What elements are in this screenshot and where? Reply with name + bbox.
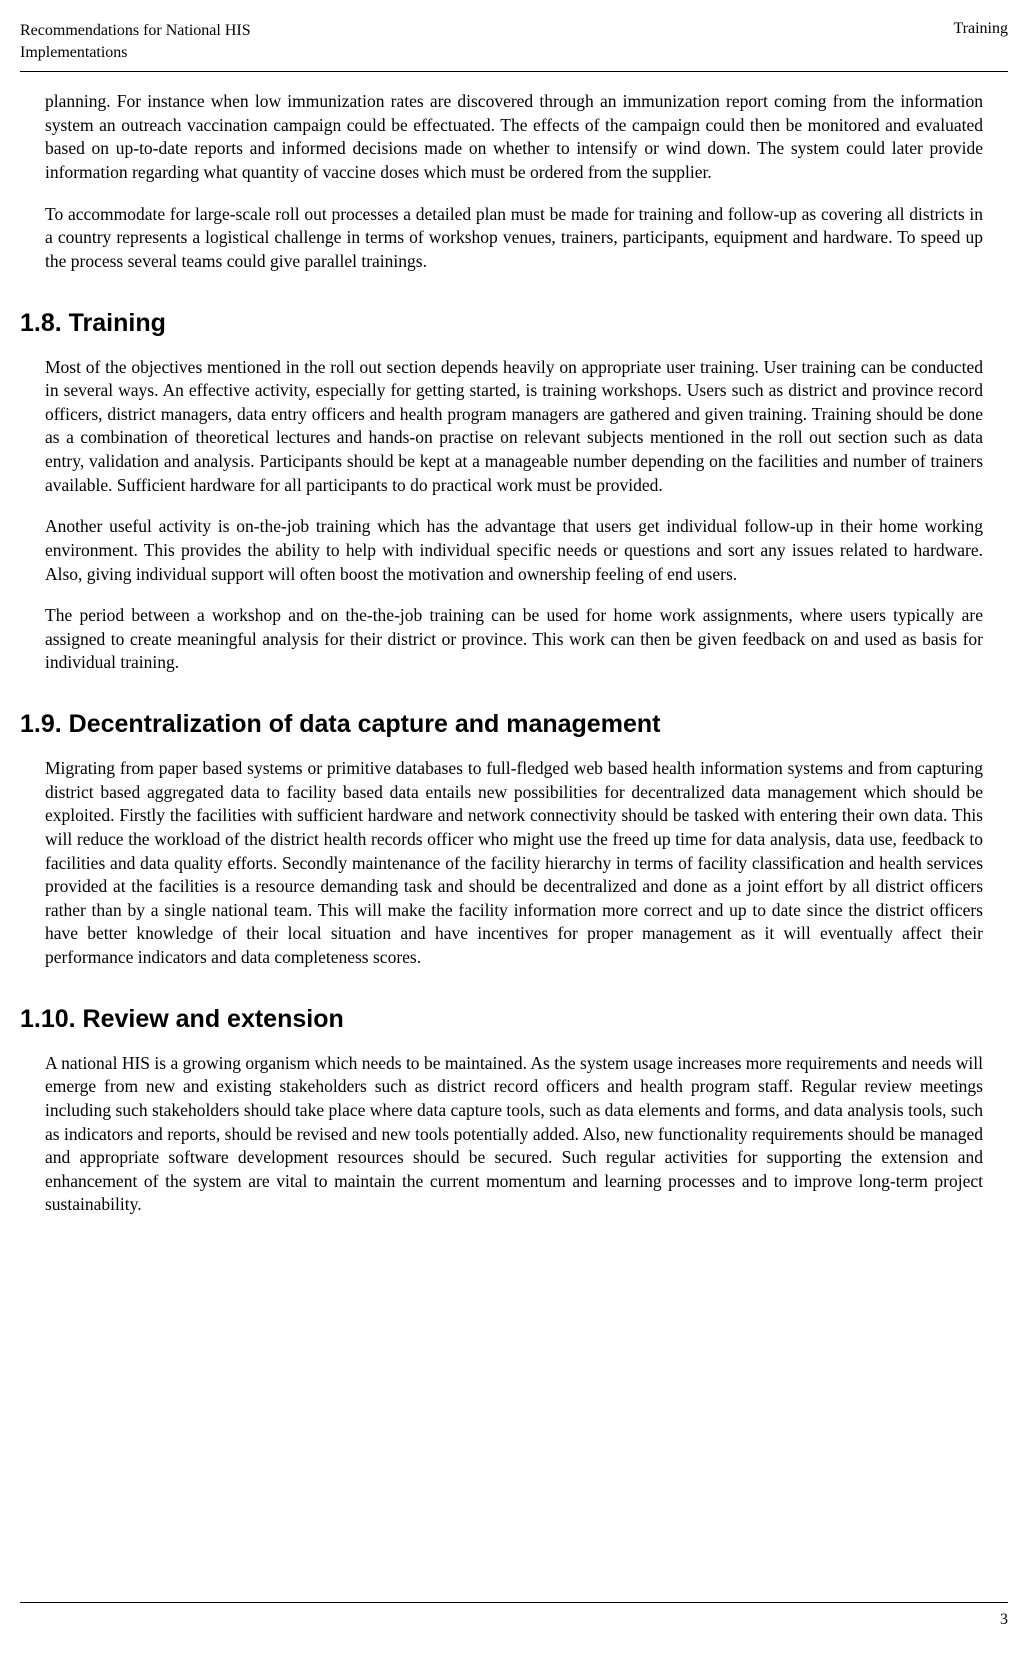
- intro-para-1: planning. For instance when low immuniza…: [45, 90, 983, 185]
- page-number: 3: [1000, 1611, 1008, 1628]
- header-right: Training: [953, 20, 1008, 63]
- document-page: Recommendations for National HIS Impleme…: [0, 0, 1028, 1654]
- page-header: Recommendations for National HIS Impleme…: [20, 20, 1008, 72]
- section-1-8-para-3: The period between a workshop and on the…: [45, 604, 983, 675]
- page-footer: 3: [20, 1602, 1008, 1629]
- section-1-8-heading: 1.8. Training: [20, 309, 983, 338]
- intro-para-2: To accommodate for large-scale roll out …: [45, 203, 983, 274]
- header-title-line1: Recommendations for National HIS: [20, 20, 251, 42]
- section-1-8-para-1: Most of the objectives mentioned in the …: [45, 356, 983, 498]
- header-left: Recommendations for National HIS Impleme…: [20, 20, 251, 63]
- page-content: planning. For instance when low immuniza…: [20, 90, 1008, 1217]
- section-1-8-para-2: Another useful activity is on-the-job tr…: [45, 515, 983, 586]
- section-1-10-para-1: A national HIS is a growing organism whi…: [45, 1052, 983, 1217]
- header-title-line2: Implementations: [20, 42, 251, 64]
- section-1-10-heading: 1.10. Review and extension: [20, 1005, 983, 1034]
- section-1-9-heading: 1.9. Decentralization of data capture an…: [20, 710, 983, 739]
- section-1-9-para-1: Migrating from paper based systems or pr…: [45, 757, 983, 970]
